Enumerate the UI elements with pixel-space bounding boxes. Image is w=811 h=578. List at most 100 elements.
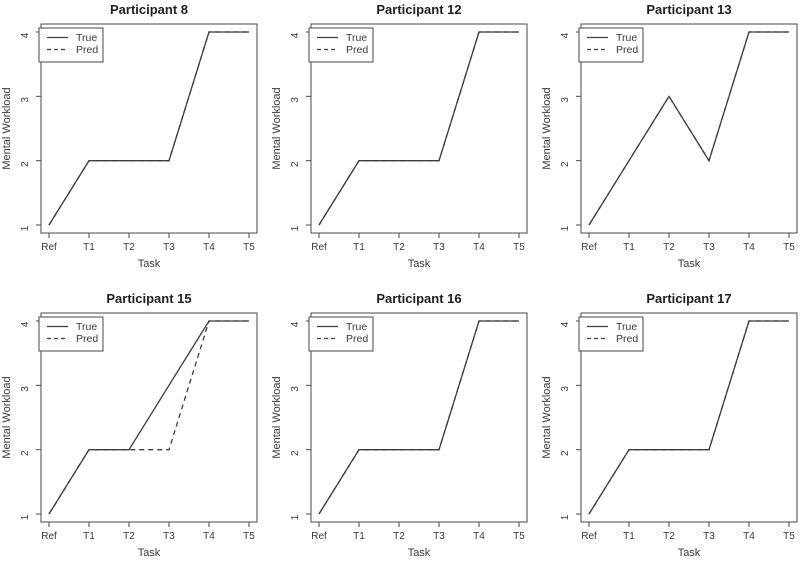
chart-panel-participant-15: Ref T1 T2 T3 T4 T5 1 2 3 4 Task Mental Workload Part… [0, 289, 270, 578]
x-tick-label: T4 [743, 531, 755, 542]
y-axis-label: Mental Workload [1, 376, 13, 458]
x-tick-label: Ref [41, 242, 57, 253]
x-tick-label: T4 [203, 242, 215, 253]
x-axis-label: Task [138, 547, 161, 559]
y-tick-label: 1 [560, 514, 571, 520]
chart-panel-participant-13: Ref T1 T2 T3 T4 T5 1 2 3 4 Task Mental Workload Part… [540, 0, 811, 289]
legend-box [578, 27, 644, 63]
legend-pred-label: Pred [616, 333, 638, 345]
series-pred-line [588, 320, 789, 515]
legend-pred-label: Pred [616, 44, 638, 56]
x-tick-label: T1 [623, 242, 635, 253]
y-tick-label: 2 [20, 450, 31, 456]
legend-true-label: True [346, 32, 367, 44]
x-tick-label: T2 [123, 242, 135, 253]
series-pred-line [48, 320, 249, 515]
y-tick-label: 2 [560, 450, 571, 456]
plot-frame [310, 312, 528, 523]
x-tick-label: T5 [513, 242, 525, 253]
legend-pred-label: Pred [76, 44, 98, 56]
x-tick-label: T4 [473, 242, 485, 253]
chart-title: Participant 12 [376, 2, 461, 17]
y-axis-label: Mental Workload [541, 376, 553, 458]
x-tick-label: T1 [83, 242, 95, 253]
chart-panel-participant-17: Ref T1 T2 T3 T4 T5 1 2 3 4 Task Mental Workload Part… [540, 289, 811, 578]
y-tick-label: 1 [290, 225, 301, 231]
legend-pred-label: Pred [76, 333, 98, 345]
y-tick-label: 2 [290, 161, 301, 167]
legend-box [38, 316, 104, 352]
y-tick-label: 3 [20, 386, 31, 392]
plot-frame [580, 312, 798, 523]
x-tick-label: T5 [783, 531, 795, 542]
x-tick-label: T5 [513, 531, 525, 542]
y-tick-label: 4 [290, 321, 301, 327]
y-axis-label: Mental Workload [271, 87, 283, 169]
x-tick-label: T3 [703, 242, 715, 253]
x-tick-label: T3 [433, 242, 445, 253]
chart-title: Participant 8 [110, 2, 188, 17]
plot-frame [310, 23, 528, 234]
chart-panel-participant-12: Ref T1 T2 T3 T4 T5 1 2 3 4 Task Mental Workload Part… [270, 0, 540, 289]
chart-svg: Ref T1 T2 T3 T4 T5 1 2 3 4 Task Mental Workload Part… [271, 291, 528, 559]
legend-pred-label: Pred [346, 333, 368, 345]
y-tick-label: 4 [290, 32, 301, 38]
y-tick-label: 4 [20, 32, 31, 38]
y-tick-label: 3 [20, 97, 31, 103]
x-tick-label: T1 [353, 242, 365, 253]
x-tick-label: T1 [353, 531, 365, 542]
y-tick-label: 3 [290, 386, 301, 392]
y-axis-label: Mental Workload [1, 87, 13, 169]
legend-box [38, 27, 104, 63]
y-tick-label: 1 [560, 225, 571, 231]
x-axis-label: Task [408, 547, 431, 559]
chart-svg: Ref T1 T2 T3 T4 T5 1 2 3 4 Task Mental Workload Part… [1, 291, 258, 559]
chart-title: Participant 17 [646, 291, 731, 306]
chart-title: Participant 15 [106, 291, 191, 306]
legend-box [308, 316, 374, 352]
x-axis-label: Task [678, 258, 701, 270]
x-tick-label: T3 [433, 531, 445, 542]
x-tick-label: T5 [243, 242, 255, 253]
x-tick-label: Ref [311, 242, 327, 253]
legend-box [308, 27, 374, 63]
plot-frame [580, 23, 798, 234]
legend-box [578, 316, 644, 352]
x-tick-label: T1 [83, 531, 95, 542]
plot-frame [40, 23, 258, 234]
chart-title: Participant 13 [646, 2, 731, 17]
legend-true-label: True [76, 32, 97, 44]
y-tick-label: 4 [20, 321, 31, 327]
legend-pred-label: Pred [346, 44, 368, 56]
y-tick-label: 2 [560, 161, 571, 167]
chart-panel-participant-8: Ref T1 T2 T3 T4 T5 1 2 3 4 Task Mental Workload Part… [0, 0, 270, 289]
y-tick-label: 1 [20, 514, 31, 520]
x-tick-label: T1 [623, 531, 635, 542]
x-tick-label: T5 [243, 531, 255, 542]
x-tick-label: T4 [473, 531, 485, 542]
x-tick-label: Ref [581, 531, 597, 542]
y-tick-label: 1 [20, 225, 31, 231]
chart-svg: Ref T1 T2 T3 T4 T5 1 2 3 4 Task Mental Workload Part… [271, 2, 528, 270]
x-tick-label: T3 [703, 531, 715, 542]
y-tick-label: 3 [560, 386, 571, 392]
y-tick-label: 2 [290, 450, 301, 456]
legend-true-label: True [346, 321, 367, 333]
x-tick-label: T2 [393, 242, 405, 253]
chart-panel-participant-16: Ref T1 T2 T3 T4 T5 1 2 3 4 Task Mental Workload Part… [270, 289, 540, 578]
x-tick-label: T2 [123, 531, 135, 542]
x-tick-label: Ref [41, 531, 57, 542]
chart-title: Participant 16 [376, 291, 461, 306]
y-tick-label: 2 [20, 161, 31, 167]
x-tick-label: Ref [581, 242, 597, 253]
legend-true-label: True [616, 32, 637, 44]
plot-frame [40, 312, 258, 523]
x-axis-label: Task [408, 258, 431, 270]
x-axis-label: Task [678, 547, 701, 559]
